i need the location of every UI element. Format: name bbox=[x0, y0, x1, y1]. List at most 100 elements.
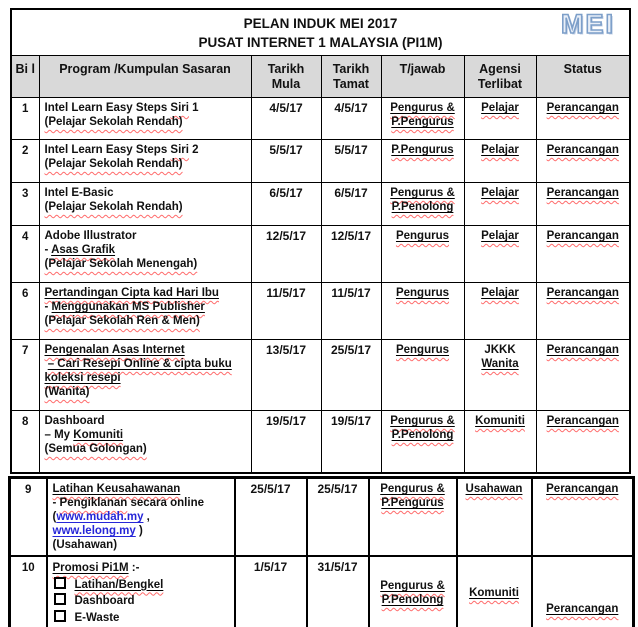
text-segment: 1 bbox=[188, 102, 199, 114]
column-header-program: Program /Kumpulan Sasaran bbox=[38, 55, 252, 98]
misspelled-underlined-text: Pelajar bbox=[481, 187, 519, 199]
cell-agensi: JKKK Wanita bbox=[463, 339, 537, 411]
text-line: Pengurus & bbox=[385, 101, 461, 115]
column-header-bil: Bi l bbox=[10, 55, 40, 98]
underlined-text: Perancangan bbox=[546, 603, 619, 615]
misspelled-underlined-text: Perancangan bbox=[547, 344, 619, 356]
column-header-tamat: Tarikh Tamat bbox=[320, 55, 382, 98]
date-value: 11/5/17 bbox=[266, 286, 306, 300]
row-number: 8 bbox=[22, 416, 29, 428]
cell-tamat: 25/5/17 bbox=[305, 476, 370, 557]
misspelled-underlined-text: Promosi Pi1M bbox=[53, 562, 129, 574]
row-number: 7 bbox=[22, 345, 29, 357]
table-row: 1 Intel Learn Easy Steps Siri 1 (Pelajar S… bbox=[10, 97, 631, 140]
underlined-text: koleksi resepi bbox=[44, 372, 121, 384]
text-line: Pelajar bbox=[468, 101, 533, 115]
misspelled-underlined-text: Perancangan bbox=[547, 415, 619, 427]
cell-bil: 7 bbox=[10, 339, 40, 411]
misspelled-underlined-text: P.Penolong bbox=[392, 201, 454, 213]
underlined-text: P.Penolong bbox=[391, 201, 454, 213]
misspelled-text: (Pelajar Sekolah Rendah) bbox=[44, 201, 183, 213]
cell-mula: 5/5/17 bbox=[250, 139, 322, 183]
underlined-text: Wanita bbox=[481, 358, 519, 370]
cell-agensi: Komuniti bbox=[455, 555, 533, 627]
misspelled-underlined-text: Latihan Keusahawanan bbox=[53, 483, 181, 495]
cell-tjawab: Pengurus & P.Pengurus bbox=[367, 476, 458, 557]
text-segment: Dashboard bbox=[74, 595, 135, 607]
text-segment: ( bbox=[52, 511, 57, 523]
cell-agensi: Komuniti bbox=[463, 410, 537, 473]
text-segment: - bbox=[44, 244, 52, 256]
date-value: 1/5/17 bbox=[253, 560, 288, 574]
text-line: Perancangan bbox=[540, 101, 627, 115]
misspelled-underlined-text: Menggunakan MS Publisher bbox=[52, 301, 205, 313]
text-line: Wanita bbox=[468, 357, 533, 371]
cell-status: Perancangan bbox=[535, 182, 631, 226]
text-line: Perancangan bbox=[536, 482, 630, 496]
text-line: Intel E-Basic bbox=[45, 186, 248, 200]
text-line: P.Pengurus bbox=[373, 496, 453, 510]
table-row: 9 Latihan Keusahawanan - Pengiklanan secar… bbox=[8, 476, 635, 557]
text-line: Perancangan bbox=[540, 143, 627, 157]
header-row: Bi l Program /Kumpulan Sasaran Tarikh Mula… bbox=[10, 55, 631, 98]
cell-tamat: 4/5/17 bbox=[320, 97, 382, 140]
text-line: (Pelajar Sekolah Rendah) bbox=[45, 157, 248, 171]
date-value: 4/5/17 bbox=[269, 101, 303, 115]
cell-bil: 6 bbox=[10, 282, 40, 340]
text-segment: 2 bbox=[188, 144, 199, 156]
underlined-text: Pertandingan Cipta kad Hari Ibu bbox=[44, 287, 219, 299]
misspelled-underlined-text: P.Pengurus bbox=[391, 116, 453, 128]
misspelled-text: Siri bbox=[170, 144, 189, 156]
date-value: 13/5/17 bbox=[265, 343, 307, 357]
misspelled-underlined-text: Pengurus & bbox=[390, 102, 455, 114]
text-line: Pelajar bbox=[468, 143, 533, 157]
underlined-text: Pelajar bbox=[481, 187, 519, 199]
underlined-text: Pelajar bbox=[481, 230, 519, 242]
misspelled-text: (Pelajar Sekolah Rendah) bbox=[44, 158, 183, 170]
date-value: 31/5/17 bbox=[317, 560, 358, 574]
misspelled-underlined-text: Perancangan bbox=[547, 144, 619, 156]
misspelled-underlined-text: Komuniti bbox=[73, 429, 123, 441]
date-value: 11/5/17 bbox=[331, 286, 371, 300]
cell-status: Perancangan bbox=[530, 555, 635, 627]
misspelled-underlined-text: Komuniti bbox=[469, 587, 519, 599]
cell-bil: 4 bbox=[10, 225, 40, 283]
cell-status: Perancangan bbox=[535, 139, 631, 183]
text-line: JKKK bbox=[468, 343, 533, 357]
row-number: 3 bbox=[22, 188, 29, 200]
row-number: 2 bbox=[22, 145, 29, 157]
cell-tamat: 6/5/17 bbox=[320, 182, 382, 226]
underlined-text: Pelajar bbox=[481, 144, 519, 156]
text-line: - Asas Grafik bbox=[45, 243, 248, 257]
misspelled-underlined-text: Pengurus & bbox=[380, 483, 445, 495]
text-line: Pengurus & bbox=[385, 186, 461, 200]
cell-tjawab: Pengurus bbox=[380, 339, 465, 411]
text-segment: , bbox=[143, 511, 150, 523]
underlined-text: Komuniti bbox=[469, 587, 519, 599]
hyperlink[interactable]: www.mudah.my bbox=[56, 511, 144, 523]
title-line-1: PELAN INDUK MEI 2017 bbox=[243, 16, 398, 31]
text-line: P.Pengurus bbox=[385, 115, 461, 129]
text-line: Pengurus & bbox=[373, 579, 453, 593]
title-row: PELAN INDUK MEI 2017 PUSAT INTERNET 1 MAL… bbox=[10, 8, 631, 56]
table-row: 6 Pertandingan Cipta kad Hari Ibu - Menggu… bbox=[10, 282, 631, 340]
cell-bil: 1 bbox=[10, 97, 40, 140]
misspelled-underlined-text: Pengurus & bbox=[390, 415, 455, 427]
underlined-text: P.Pengurus bbox=[381, 497, 444, 509]
date-value: 25/5/17 bbox=[250, 482, 291, 496]
misspelled-underlined-text: P.Pengurus bbox=[381, 497, 443, 509]
text-line: Pengurus bbox=[385, 229, 461, 243]
cell-tamat: 25/5/17 bbox=[320, 339, 382, 411]
row-number: 1 bbox=[22, 103, 29, 115]
hyperlink[interactable]: www.lelong.my bbox=[52, 525, 136, 537]
checkbox-icon bbox=[53, 576, 66, 589]
text-line: Intel Learn Easy Steps Siri 1 bbox=[45, 101, 248, 115]
underlined-text: Latihan Keusahawanan bbox=[52, 483, 181, 495]
misspelled-underlined-text: – Cari Resepi Online & cipta buku bbox=[48, 358, 232, 370]
misspelled-underlined-text: Asas Grafik bbox=[51, 244, 115, 256]
underlined-text: Pengurus bbox=[395, 287, 450, 299]
text-segment: ) bbox=[135, 525, 143, 537]
cell-tamat: 12/5/17 bbox=[320, 225, 382, 283]
cell-mula: 4/5/17 bbox=[250, 97, 322, 140]
underlined-text: Pengurus & bbox=[390, 102, 455, 114]
